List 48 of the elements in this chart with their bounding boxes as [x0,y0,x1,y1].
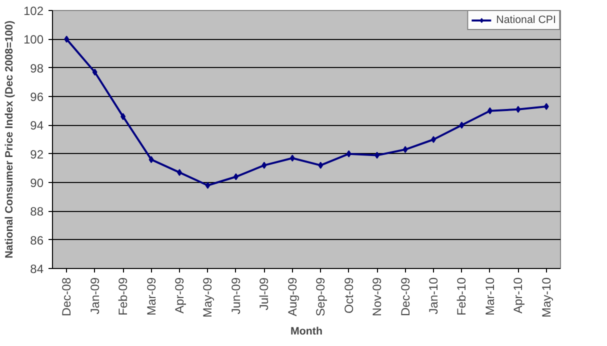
x-tick-label: Mar-09 [144,277,158,316]
x-tick-label: Dec-09 [398,277,412,316]
x-tick-label: Jan-09 [88,277,102,314]
x-tick-label: Apr-09 [172,277,186,314]
y-axis-title: National Consumer Price Index (Dec 2008=100) [3,20,16,258]
x-tick-label: Apr-10 [511,277,526,314]
x-tick-label: Jan-10 [426,277,440,314]
y-tick-label: 100 [23,32,44,47]
x-tick-label: May-10 [539,277,554,318]
x-tick-label: Mar-10 [482,277,497,316]
point [487,107,492,114]
x-tick-label: Oct-09 [342,277,356,314]
y-tick-label: 94 [30,118,44,133]
y-tick-label: 92 [30,147,44,162]
y-tick-label: 90 [30,176,44,190]
point [544,103,549,110]
point [92,68,98,76]
y-tick-label: 84 [30,262,44,276]
y-tick-label: 96 [30,90,44,104]
x-tick-label: Jul-09 [257,277,272,310]
x-axis-title: Month [290,326,322,338]
x-tick-label: Sep-09 [314,277,328,316]
point [205,182,210,189]
point [290,154,295,162]
point [374,152,380,159]
point [431,136,436,143]
point [148,156,154,164]
x-tick-label: Jun-09 [228,277,243,314]
point [516,106,521,113]
y-tick-label: 98 [30,61,44,76]
x-tick-label: Nov-09 [370,277,384,316]
point [64,36,70,43]
point [459,122,464,129]
point [402,146,408,154]
x-tick-label: Feb-10 [454,277,469,316]
point [318,162,324,169]
x-tick-label: Aug-09 [285,277,300,316]
x-tick-label: May-09 [200,277,215,318]
point [233,173,238,180]
point [120,113,126,120]
x-tick-label: Dec-08 [60,277,74,316]
legend-label: National CPI [496,14,556,26]
y-tick-label: 88 [30,204,44,219]
x-tick-label: Feb-09 [116,277,130,316]
point [346,150,352,158]
point [262,162,267,169]
y-tick-label: 86 [30,233,44,248]
y-tick-label: 102 [23,4,44,18]
